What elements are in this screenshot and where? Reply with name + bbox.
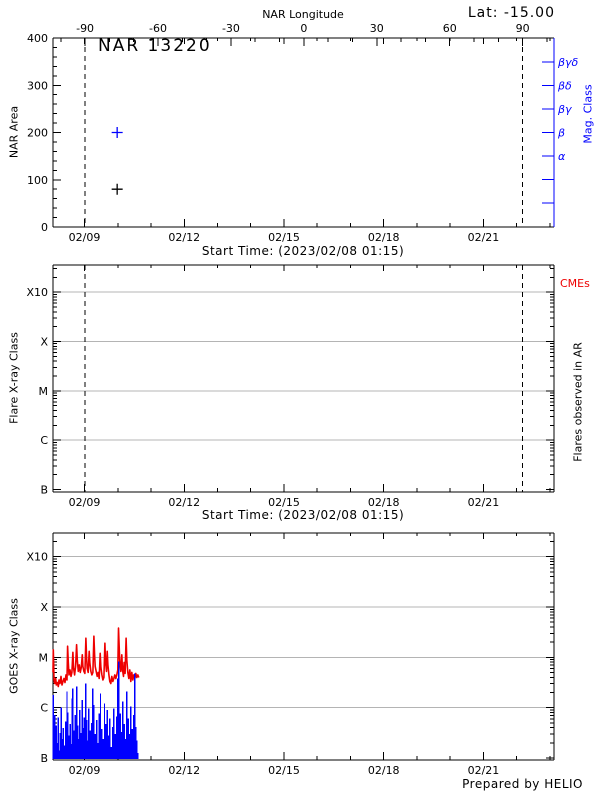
mag-class-tick-label: βγ	[557, 103, 572, 116]
top-axis-title: NAR Longitude	[262, 8, 344, 21]
x-tick-label: 02/09	[69, 764, 101, 777]
lon-tick-label: -90	[76, 22, 94, 35]
y-tick-label: M	[39, 385, 49, 398]
right-axis-title-flares-observed: Flares observed in AR	[571, 342, 585, 462]
start-time-label-2: Start Time: (2023/02/08 01:15)	[201, 508, 405, 522]
y-axis-title-nar-area: NAR Area	[7, 105, 21, 159]
right-axis-title-mag-class: Mag. Class	[581, 84, 595, 144]
lon-tick-label: 0	[300, 22, 307, 35]
prepared-by-label: Prepared by HELIO	[462, 777, 583, 791]
x-tick-label: 02/15	[268, 231, 300, 244]
y-tick-label: X10	[26, 286, 48, 299]
goes-long-curve	[52, 627, 140, 688]
x-tick-label: 02/21	[468, 764, 500, 777]
plot-title: NAR 13220	[98, 36, 212, 56]
y-axis-title-flare-class: Flare X-ray Class	[7, 332, 21, 424]
mag-class-tick-label: βγδ	[557, 56, 579, 69]
x-tick-label: 02/09	[69, 496, 101, 509]
x-tick-label: 02/21	[468, 496, 500, 509]
x-tick-label: 02/12	[168, 496, 200, 509]
y-tick-label: 0	[41, 221, 48, 234]
mag-class-tick-label: β	[557, 127, 565, 140]
x-tick-label: 02/15	[268, 764, 300, 777]
x-tick-label: 02/18	[368, 496, 400, 509]
x-tick-label: 02/12	[168, 764, 200, 777]
mag-class-tick-label: α	[558, 150, 566, 163]
x-tick-label: 02/18	[368, 231, 400, 244]
mag-class-tick-label: βδ	[557, 79, 572, 92]
latitude-annotation: Lat: -15.00	[467, 5, 555, 21]
y-tick-label: 100	[27, 174, 48, 187]
y-tick-label: X	[40, 601, 48, 614]
x-tick-label: 02/21	[468, 231, 500, 244]
x-tick-label: 02/12	[168, 231, 200, 244]
y-tick-label: 300	[27, 79, 48, 92]
y-axis-title-goes-class: GOES X-ray Class	[7, 598, 21, 694]
x-tick-label: 02/15	[268, 496, 300, 509]
y-tick-label: 200	[27, 127, 48, 140]
x-tick-label: 02/18	[368, 764, 400, 777]
start-time-label-1: Start Time: (2023/02/08 01:15)	[201, 244, 405, 258]
lon-tick-label: -30	[222, 22, 240, 35]
area-data-point	[111, 183, 123, 195]
y-tick-label: C	[40, 702, 48, 715]
y-tick-label: X	[40, 335, 48, 348]
y-tick-label: 400	[27, 32, 48, 45]
y-tick-label: M	[39, 651, 49, 664]
x-tick-label: 02/09	[69, 231, 101, 244]
lon-tick-label: 60	[443, 22, 457, 35]
lon-tick-label: -60	[149, 22, 167, 35]
lon-tick-label: 30	[370, 22, 384, 35]
y-tick-label: B	[40, 484, 48, 497]
cmes-label: CMEs	[560, 277, 590, 290]
y-tick-label: C	[40, 434, 48, 447]
lon-tick-label: 90	[516, 22, 530, 35]
area-data-point	[111, 127, 123, 138]
y-tick-label: X10	[26, 551, 48, 564]
y-tick-label: B	[40, 752, 48, 765]
